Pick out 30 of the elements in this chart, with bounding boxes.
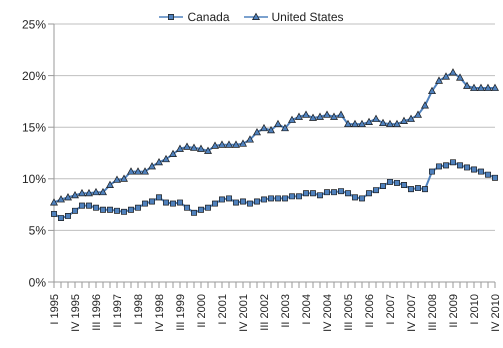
- x-tick-label: III 1999: [175, 294, 187, 331]
- legend-label: Canada: [186, 10, 230, 24]
- x-tick-label: II 1997: [112, 294, 124, 328]
- y-tick-label: 0%: [28, 275, 46, 290]
- y-tick-label: 20%: [22, 68, 46, 83]
- x-tick-label: III 2008: [427, 294, 439, 331]
- y-tick-label: 15%: [22, 120, 46, 134]
- x-tick-label: IV 1995: [70, 294, 82, 332]
- legend-label: United States: [270, 10, 344, 24]
- y-tick-label: 25%: [22, 17, 46, 32]
- y-tick-label: 5%: [28, 224, 46, 238]
- y-tick-label: 10%: [22, 172, 46, 186]
- x-tick-label: III 2005: [343, 294, 355, 331]
- x-tick-label: I 1995: [49, 294, 61, 325]
- x-tick-label: IV 2001: [238, 294, 250, 332]
- x-tick-label: II 2009: [448, 294, 460, 328]
- x-tick-label: IV 2007: [406, 294, 418, 332]
- x-tick-label: II 2003: [280, 294, 292, 328]
- x-tick-label: I 2010: [469, 294, 481, 325]
- x-tick-label: I 2001: [217, 294, 229, 325]
- x-tick-label: III 1996: [91, 294, 103, 331]
- x-tick-label: I 1998: [133, 294, 145, 325]
- x-tick-label: III 2002: [259, 294, 271, 331]
- x-tick-label: II 2006: [364, 294, 376, 328]
- x-tick-label: IV 1998: [154, 294, 166, 332]
- x-tick-label: I 2007: [385, 294, 397, 325]
- x-tick-label: IV 2010: [490, 294, 502, 332]
- x-tick-label: I 2004: [301, 294, 313, 325]
- x-tick-label: IV 2004: [322, 294, 334, 332]
- x-tick-label: II 2000: [196, 294, 208, 328]
